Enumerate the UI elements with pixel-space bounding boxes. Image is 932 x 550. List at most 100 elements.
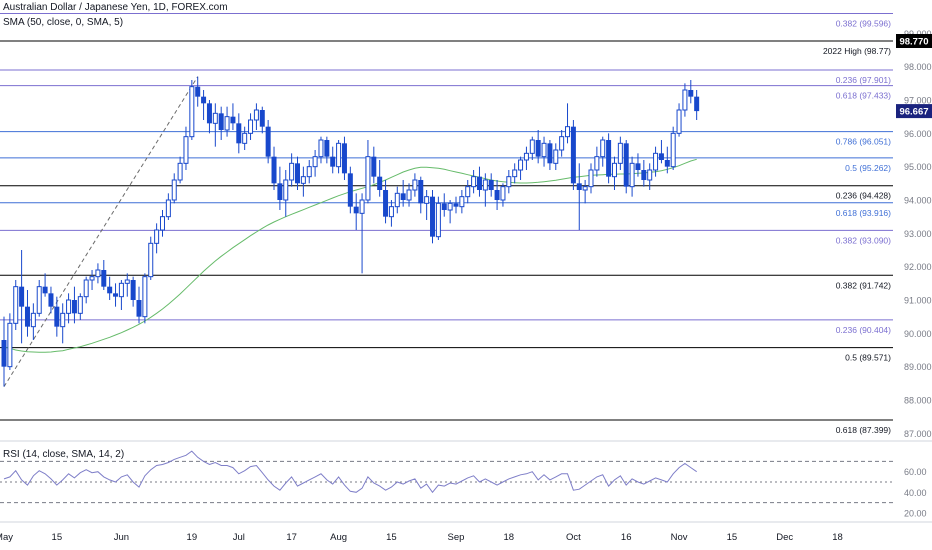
candle-body [212, 112, 218, 124]
x-tick-label: 18 [832, 532, 843, 543]
candle-body [130, 280, 136, 300]
rsi-legend: RSI (14, close, SMA, 14, 2) [3, 449, 125, 460]
y-tick-label: 89.000 [904, 362, 932, 372]
level-label: 2022 High (98.77) [823, 46, 891, 56]
candle-body [118, 282, 124, 298]
candle-body [383, 190, 389, 217]
candle-body [535, 140, 541, 157]
x-tick-label: Aug [330, 532, 347, 543]
candle-body [242, 132, 248, 144]
candle-body [42, 286, 48, 294]
level-label: 0.236 (97.901) [836, 75, 891, 85]
candle-body [142, 276, 148, 318]
candle-body [494, 190, 500, 200]
axes-layer: 87.000 88.000 89.000 90.000 91.000 92.000 93.0… [0, 29, 932, 543]
rsi-tick-label: 60.00 [904, 467, 927, 477]
candle-body [83, 279, 89, 298]
candle-body [418, 180, 424, 204]
x-tick-label: 19 [187, 532, 198, 543]
candle-body [124, 279, 130, 284]
x-tick-label: 15 [386, 532, 397, 543]
x-tick-label: Sep [448, 532, 465, 543]
candle-body [236, 123, 242, 144]
candle-body [353, 206, 359, 214]
x-tick-label: 16 [621, 532, 632, 543]
candle-body [107, 286, 113, 294]
candle-body [253, 109, 259, 121]
level-label: 0.236 (94.428) [836, 191, 891, 201]
candle-body [113, 293, 119, 297]
level-label: 0.786 (96.051) [836, 137, 891, 147]
candle-body [318, 139, 324, 158]
trend-line [3, 76, 199, 387]
candle-body [7, 322, 13, 368]
candle-body [488, 180, 494, 190]
candle-body [101, 270, 107, 287]
level-label: 0.5 (89.571) [845, 353, 891, 363]
candle-body [412, 179, 418, 191]
candle-body [388, 206, 394, 218]
x-tick-label: 15 [727, 532, 738, 543]
x-tick-label: May [0, 532, 13, 543]
candle-body [406, 189, 412, 201]
candle-body [230, 116, 236, 124]
candle-body [641, 170, 647, 180]
candle-body [647, 169, 653, 181]
y-tick-label: 93.000 [904, 229, 932, 239]
y-tick-label: 88.000 [904, 396, 932, 406]
candle-body [576, 183, 582, 190]
candle-body [271, 156, 277, 184]
candle-body [582, 186, 588, 191]
x-tick-label: 17 [286, 532, 297, 543]
candle-body [547, 143, 553, 164]
candle-body [154, 229, 160, 244]
candle-body [658, 153, 664, 160]
candle-body [54, 306, 60, 327]
candle-body [283, 179, 289, 201]
candle-body [664, 160, 670, 167]
candle-body [201, 96, 207, 104]
high-price-badge-label: 98.770 [899, 37, 928, 48]
candle-body [206, 103, 212, 124]
candle-body [295, 163, 300, 184]
candle-body [594, 156, 600, 171]
candle-body [435, 202, 441, 238]
level-label: 0.382 (99.596) [836, 18, 891, 28]
candle-body [606, 140, 612, 177]
candle-body [36, 286, 42, 314]
candle-body [506, 176, 512, 188]
candle-body [136, 300, 142, 317]
candle-body [676, 109, 682, 134]
candle-body [482, 179, 488, 191]
y-tick-label: 87.000 [904, 429, 932, 439]
level-label: 0.236 (90.404) [836, 325, 891, 335]
candle-body [300, 176, 306, 184]
x-tick-label: 18 [504, 532, 515, 543]
x-tick-label: Nov [671, 532, 688, 543]
candle-body [629, 162, 635, 188]
candle-body [518, 159, 524, 171]
candle-body [148, 242, 154, 278]
candle-body [341, 143, 347, 174]
candle-body [66, 299, 72, 314]
candle-body [688, 90, 694, 97]
candle-body [312, 156, 318, 168]
candle-body [359, 199, 365, 214]
candle-body [529, 139, 535, 154]
y-tick-label: 96.000 [904, 129, 932, 139]
candle-body [430, 196, 436, 237]
grid-layer [0, 440, 932, 523]
candle-body [95, 269, 101, 278]
candle-body [177, 162, 183, 181]
candle-body [365, 156, 371, 201]
candle-body [617, 142, 623, 164]
candle-body [24, 306, 30, 327]
candle-body [611, 162, 617, 178]
level-label: 0.5 (95.262) [845, 163, 891, 173]
candle-body [347, 173, 353, 207]
rsi-tick-label: 40.00 [904, 488, 927, 498]
candle-body [512, 169, 518, 178]
candle-body [324, 140, 330, 157]
candle-body [306, 166, 312, 178]
